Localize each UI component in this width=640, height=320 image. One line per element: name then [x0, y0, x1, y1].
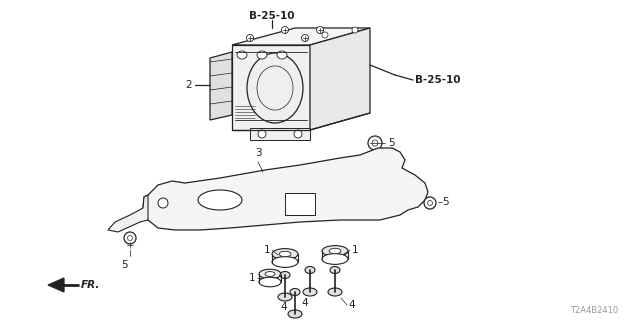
Circle shape [294, 130, 302, 138]
Ellipse shape [322, 246, 348, 256]
Circle shape [317, 27, 323, 34]
Text: 5: 5 [442, 197, 449, 207]
Circle shape [368, 136, 382, 150]
Text: 4: 4 [348, 300, 355, 310]
Circle shape [424, 197, 436, 209]
Ellipse shape [247, 53, 303, 123]
Ellipse shape [272, 249, 298, 260]
Ellipse shape [288, 310, 302, 318]
Ellipse shape [290, 289, 300, 295]
Text: B-25-10: B-25-10 [415, 75, 461, 85]
Ellipse shape [272, 257, 298, 268]
Text: 1: 1 [352, 245, 358, 255]
Polygon shape [210, 52, 232, 120]
Ellipse shape [322, 253, 348, 264]
Circle shape [246, 35, 253, 42]
Circle shape [352, 27, 358, 33]
Text: 1: 1 [264, 245, 270, 255]
Text: 5: 5 [388, 138, 395, 148]
Text: 1: 1 [248, 273, 255, 283]
Text: 4: 4 [281, 302, 287, 312]
Text: 3: 3 [255, 148, 261, 158]
Ellipse shape [279, 251, 291, 257]
Ellipse shape [265, 272, 275, 276]
Ellipse shape [329, 248, 341, 254]
Polygon shape [143, 148, 428, 230]
Circle shape [322, 32, 328, 38]
Circle shape [124, 232, 136, 244]
Ellipse shape [277, 51, 287, 59]
Polygon shape [48, 278, 64, 292]
Ellipse shape [280, 271, 290, 278]
Circle shape [282, 27, 289, 34]
Text: T2A4B2410: T2A4B2410 [570, 306, 618, 315]
Circle shape [301, 35, 308, 42]
Text: FR.: FR. [81, 280, 100, 290]
Ellipse shape [237, 51, 247, 59]
Polygon shape [250, 128, 310, 140]
Ellipse shape [278, 293, 292, 301]
Ellipse shape [330, 267, 340, 274]
Text: B-25-10: B-25-10 [249, 11, 295, 21]
Ellipse shape [259, 277, 281, 287]
Ellipse shape [257, 51, 267, 59]
Polygon shape [285, 193, 315, 215]
Circle shape [428, 201, 433, 205]
Circle shape [158, 198, 168, 208]
Polygon shape [232, 28, 370, 45]
Ellipse shape [305, 267, 315, 274]
Polygon shape [310, 28, 370, 130]
Ellipse shape [259, 269, 281, 279]
Polygon shape [232, 45, 310, 130]
Ellipse shape [198, 190, 242, 210]
Text: 2: 2 [186, 80, 192, 90]
Circle shape [372, 140, 378, 146]
Circle shape [258, 130, 266, 138]
Ellipse shape [303, 288, 317, 296]
Ellipse shape [328, 288, 342, 296]
Text: 5: 5 [122, 260, 128, 270]
Polygon shape [108, 195, 148, 232]
Text: 4: 4 [301, 298, 308, 308]
Circle shape [127, 236, 132, 241]
